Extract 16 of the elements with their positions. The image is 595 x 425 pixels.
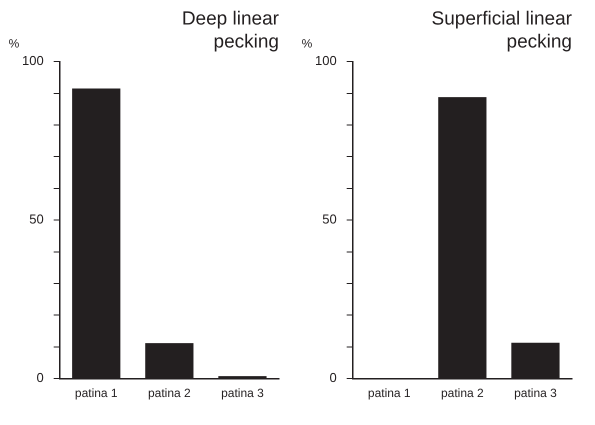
y-axis-title: % xyxy=(302,36,313,51)
chart-title: Deep linear pecking xyxy=(182,8,280,52)
x-tick-label: patina 1 xyxy=(368,386,411,400)
x-tick-label: patina 3 xyxy=(514,386,558,400)
y-tick-label: 0 xyxy=(36,370,44,386)
y-axis-title: % xyxy=(8,36,20,51)
y-tick-label: 100 xyxy=(22,53,44,68)
y-tick-label: 50 xyxy=(29,212,44,227)
chart-title: Superficial linear pecking xyxy=(432,8,573,52)
x-tick-label: patina 2 xyxy=(440,386,484,400)
y-tick-label: 50 xyxy=(322,212,337,227)
y-tick-label: 100 xyxy=(314,53,337,68)
x-tick-label: patina 1 xyxy=(74,386,118,400)
x-tick-label: patina 3 xyxy=(221,386,264,400)
x-tick-label: patina 2 xyxy=(148,386,192,400)
y-tick-label: 0 xyxy=(329,370,337,386)
